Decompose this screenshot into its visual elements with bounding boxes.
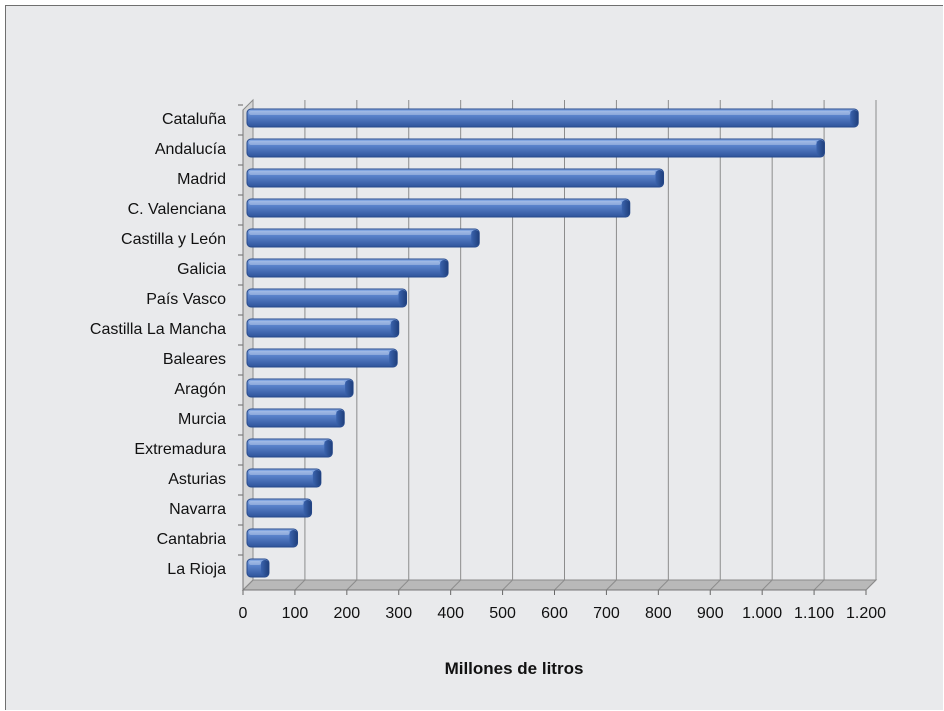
bar-cap	[471, 230, 480, 246]
y-category-label: Andalucía	[155, 141, 226, 158]
gridline-floor	[398, 579, 410, 591]
y-category-label: Extremadura	[134, 441, 226, 458]
x-tick-label: 400	[437, 605, 464, 622]
y-category-label: Cataluña	[162, 111, 226, 128]
bar-cap	[260, 560, 269, 576]
gridline-floor	[865, 579, 877, 591]
y-category-label: Asturias	[168, 471, 226, 488]
bar-highlight	[249, 411, 337, 415]
gridline-floor	[606, 579, 617, 591]
bar-cap	[336, 410, 345, 426]
x-tick-label: 1.100	[794, 605, 834, 622]
gridline-floor	[450, 579, 462, 591]
y-category-label: País Vasco	[146, 291, 226, 308]
bar-cap	[289, 530, 298, 546]
y-category-label: C. Valenciana	[128, 201, 227, 218]
y-category-label: Baleares	[163, 351, 226, 368]
x-tick-label: 200	[333, 605, 360, 622]
bar-highlight	[249, 381, 346, 385]
x-tick-label: 800	[645, 605, 672, 622]
bar-highlight	[249, 351, 390, 355]
x-tick-label: 1.200	[846, 605, 886, 622]
bar-highlight	[249, 531, 290, 535]
gridline-floor	[554, 579, 565, 591]
x-tick-label: 0	[239, 605, 248, 622]
bar-cap	[398, 290, 407, 306]
y-category-label: Galicia	[177, 261, 226, 278]
bar-highlight	[249, 201, 622, 205]
x-tick-label: 100	[282, 605, 309, 622]
gridline-floor	[709, 579, 721, 591]
gridline-floor	[294, 579, 306, 591]
gridline-floor	[761, 579, 773, 591]
bar-cap	[324, 440, 333, 456]
bar-highlight	[249, 171, 656, 175]
y-category-label: Castilla La Mancha	[90, 321, 226, 338]
gridline-floor	[242, 579, 254, 591]
bar-highlight	[249, 501, 304, 505]
bar-cap	[621, 200, 630, 216]
bar-highlight	[249, 321, 391, 325]
x-tick-label: 500	[489, 605, 516, 622]
gridline-floor	[346, 579, 358, 591]
bar-cap	[440, 260, 449, 276]
y-category-label: Aragón	[174, 381, 226, 398]
y-category-label: La Rioja	[167, 561, 226, 578]
x-tick-label: 700	[593, 605, 620, 622]
bar-highlight	[249, 291, 399, 295]
bar-cap	[312, 470, 321, 486]
bar-cap	[390, 320, 399, 336]
bar-highlight	[249, 231, 472, 235]
bar-cap	[303, 500, 312, 516]
y-category-label: Navarra	[169, 501, 226, 518]
x-tick-label: 900	[697, 605, 724, 622]
bar-highlight	[249, 471, 313, 475]
bar-cap	[345, 380, 354, 396]
x-tick-label: 300	[385, 605, 412, 622]
bar-cap	[816, 140, 825, 156]
gridline-floor	[657, 579, 669, 591]
bar-cap	[389, 350, 398, 366]
x-tick-label: 600	[541, 605, 568, 622]
bar-highlight	[249, 111, 851, 115]
gridline-floor	[813, 579, 825, 591]
bar-cap	[655, 170, 664, 186]
y-category-label: Castilla y León	[121, 231, 226, 248]
x-tick-label: 1.000	[742, 605, 782, 622]
y-category-label: Madrid	[177, 171, 226, 188]
y-category-label: Cantabria	[157, 531, 226, 548]
gridline-floor	[502, 579, 513, 591]
x-axis-title: Millones de litros	[445, 659, 584, 678]
bar-highlight	[249, 561, 261, 565]
bar-cap	[850, 110, 859, 126]
bar-highlight	[249, 261, 441, 265]
bar-highlight	[249, 441, 325, 445]
y-category-label: Murcia	[178, 411, 226, 428]
bar-highlight	[249, 141, 817, 145]
